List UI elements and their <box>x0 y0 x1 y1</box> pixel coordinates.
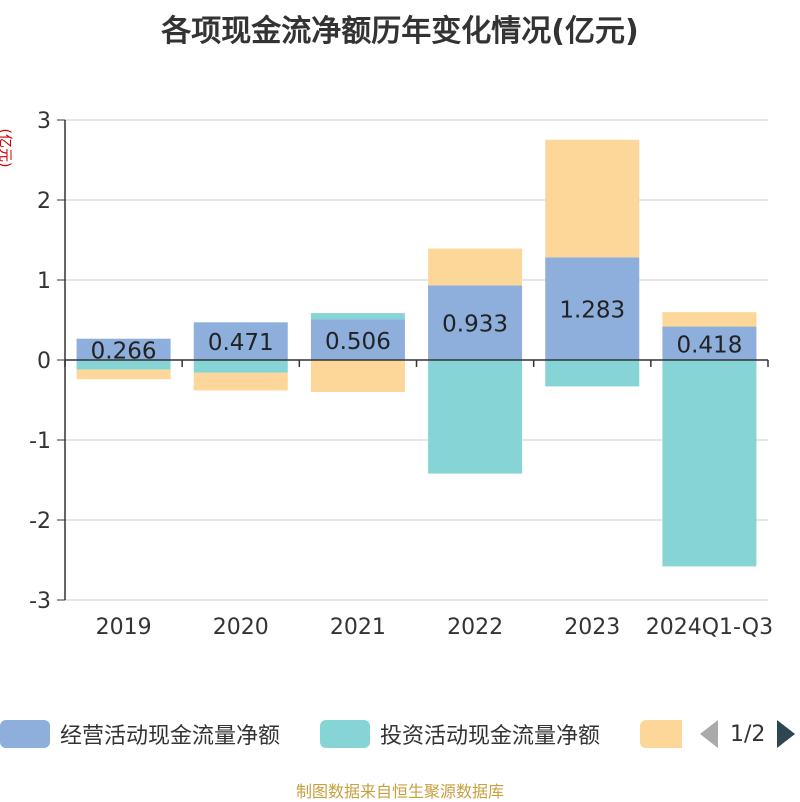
legend-item-investing[interactable]: 投资活动现金流量净额 <box>320 716 600 752</box>
bar-segment <box>662 360 757 567</box>
bar-segment <box>76 369 171 380</box>
legend-page-indicator: 1/2 <box>730 721 766 747</box>
bar-segment <box>193 360 288 373</box>
bar-segment <box>662 326 757 360</box>
legend-swatch-investing <box>320 720 370 748</box>
x-tick-label: 2024Q1-Q3 <box>646 615 773 640</box>
bar-segment <box>545 360 640 387</box>
x-tick-label: 2023 <box>564 615 620 640</box>
x-tick-label: 2021 <box>330 615 386 640</box>
bar-data-label: 1.283 <box>559 298 625 324</box>
legend-prev-page-icon[interactable] <box>700 720 718 748</box>
bar-segment <box>545 257 640 360</box>
legend-swatch-financing <box>640 720 682 748</box>
stacked-bar-chart: 3210-1-2-30.26620190.47120200.50620210.9… <box>29 109 773 640</box>
bar-segment <box>310 360 405 392</box>
bar-segment <box>76 338 171 360</box>
y-tick-label: -3 <box>29 589 51 614</box>
y-tick-label: 0 <box>37 349 51 374</box>
bar-data-label: 0.933 <box>442 312 508 338</box>
bar-segment <box>662 312 757 327</box>
bar-data-label: 0.471 <box>208 330 274 356</box>
x-tick-label: 2019 <box>96 615 152 640</box>
legend-label-investing: 投资活动现金流量净额 <box>380 724 601 749</box>
y-tick-label: -1 <box>29 429 51 454</box>
legend-pager: 1/2 <box>700 716 796 752</box>
bar-segment <box>76 360 171 370</box>
bar-segment <box>310 313 405 320</box>
x-tick-label: 2022 <box>447 615 503 640</box>
data-source-note: 制图数据来自恒生聚源数据库 <box>295 782 504 801</box>
legend-swatch-operating <box>0 720 50 748</box>
x-tick-label: 2020 <box>213 615 269 640</box>
legend-label-operating: 经营活动现金流量净额 <box>60 724 281 749</box>
bar-segment <box>428 248 523 286</box>
y-tick-label: 2 <box>37 189 51 214</box>
bar-segment <box>428 360 523 474</box>
legend-item-financing[interactable] <box>640 716 682 752</box>
chart-legend: 经营活动现金流量净额 投资活动现金流量净额 <box>0 716 800 752</box>
bar-data-label: 0.506 <box>325 329 391 355</box>
bar-segment <box>428 285 523 360</box>
bar-segment <box>193 372 288 391</box>
chart-title: 各项现金流净额历年变化情况(亿元) <box>161 14 639 49</box>
y-tick-label: 1 <box>37 269 51 294</box>
bar-data-label: 0.418 <box>676 332 742 358</box>
bar-segment <box>193 322 288 360</box>
legend-next-page-icon[interactable] <box>777 720 796 748</box>
bar-segment <box>545 139 640 258</box>
y-tick-label: -2 <box>29 509 51 534</box>
legend-item-operating[interactable]: 经营活动现金流量净额 <box>0 716 280 752</box>
y-tick-label: 3 <box>37 109 51 134</box>
bar-segment <box>310 319 405 360</box>
